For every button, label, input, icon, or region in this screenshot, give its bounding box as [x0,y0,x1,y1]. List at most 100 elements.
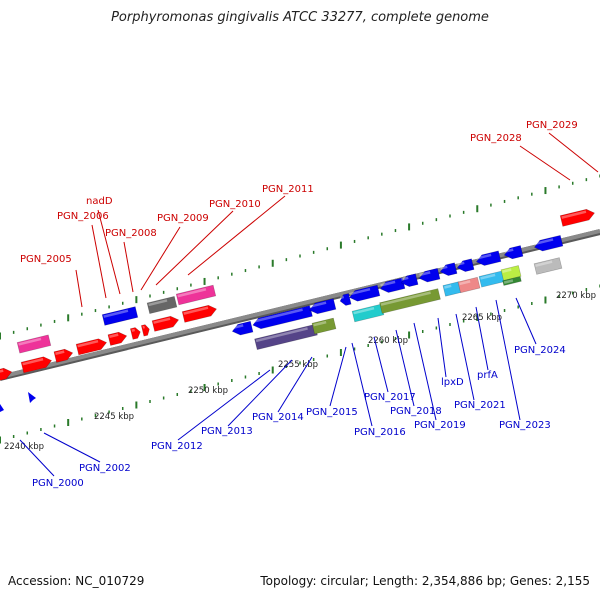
gene-label: PGN_2018 [390,406,442,417]
gene-feature [254,323,318,351]
gene-feature [379,288,441,314]
gene-feature [146,295,178,315]
gene-feature [503,245,524,260]
gene-label: PGN_2008 [105,228,157,239]
callout-line [19,439,55,477]
gene-label: PGN_2006 [57,211,109,222]
callout-line [277,356,313,413]
gene-feature [311,317,337,335]
callout-line [75,269,83,308]
gene-label: PGN_2019 [414,420,466,431]
gene-feature [140,324,150,337]
kbp-label: 2255 kbp [278,360,318,370]
gene-label: PGN_2009 [157,213,209,224]
gene-feature [502,276,522,286]
gene-feature [400,273,419,287]
gene-feature [418,267,441,283]
callout-line [515,297,537,345]
gene-label: PGN_2010 [209,199,261,210]
callout-line [413,322,437,421]
callout-line [177,369,271,441]
callout-line [351,342,373,427]
callout-line [123,241,134,293]
gene-feature [500,265,522,281]
gene-feature [101,306,139,326]
gene-label: PGN_2005 [20,254,72,265]
gene-label: PGN_2013 [201,426,253,437]
gene-feature [0,367,13,382]
gene-feature [351,303,385,323]
gene-feature [252,305,313,330]
kbp-label: 2245 kbp [94,412,134,422]
gene-feature [456,258,475,272]
gene-label: nadD [86,196,113,207]
callout-line [395,329,415,407]
gene-feature [175,284,217,306]
gene-feature [181,304,217,323]
gene-feature [151,315,180,332]
gene-feature [231,320,254,336]
gene-feature [53,348,74,363]
gene-label: PGN_2014 [252,412,304,423]
gene-feature [559,208,595,227]
callout-line [495,299,521,421]
callout-line [43,432,101,463]
gene-label: PGN_2023 [499,420,551,431]
callout-line [437,317,447,378]
gene-label: PGN_2021 [454,400,506,411]
accession-text: Accession: NC_010729 [8,574,145,588]
callout-line [455,313,475,401]
gene-label: PGN_2000 [32,478,84,489]
gene-feature [457,276,481,294]
callout-line [155,210,234,286]
gene-feature [308,298,337,315]
gene-feature [16,334,52,354]
gene-label: PGN_2024 [514,345,566,356]
gene-label: lpxD [441,377,464,388]
callout-line [329,346,347,407]
gene-label: PGN_2011 [262,184,314,195]
gene-feature [348,284,381,302]
gene-feature [75,338,108,356]
gene-label: PGN_2028 [470,133,522,144]
backbone [0,229,600,379]
gene-feature [28,392,36,403]
callout-line [227,359,293,427]
callout-line [91,224,107,299]
gene-feature [379,277,406,293]
gene-label: PGN_2029 [526,120,578,131]
kbp-label: 2240 kbp [4,442,44,452]
kbp-label: 2265 kbp [462,313,502,323]
callout-line [519,145,571,181]
gene-label: PGN_2015 [306,407,358,418]
gene-feature [533,257,563,275]
upper-tick-row [0,174,600,340]
gene-label: PGN_2017 [364,392,416,403]
gene-feature [478,270,506,288]
map-title: Porphyromonas gingivalis ATCC 33277, com… [111,10,489,25]
gene-label: PGN_2002 [79,463,131,474]
lower-tick-row [0,284,600,444]
gene-feature [533,234,564,252]
kbp-label: 2250 kbp [188,386,228,396]
gene-feature [129,327,141,340]
gene-feature [0,404,4,412]
gene-label: PGN_2012 [151,441,203,452]
gene-feature [107,331,128,346]
gene-feature [339,293,352,306]
gene-label: prfA [477,370,498,381]
callout-line [475,306,489,371]
callout-line [548,132,599,173]
genome-summary-text: Topology: circular; Length: 2,354,886 bp… [260,574,590,588]
gene-feature [20,356,53,374]
callout-line [187,195,286,276]
gene-feature [439,262,458,276]
callout-line [373,336,389,393]
gene-feature [475,250,502,266]
callout-line [140,226,181,291]
gene-label: PGN_2016 [354,427,406,438]
kbp-label: 2260 kbp [368,336,408,346]
kbp-label: 2270 kbp [556,291,596,301]
callout-line [97,209,121,295]
